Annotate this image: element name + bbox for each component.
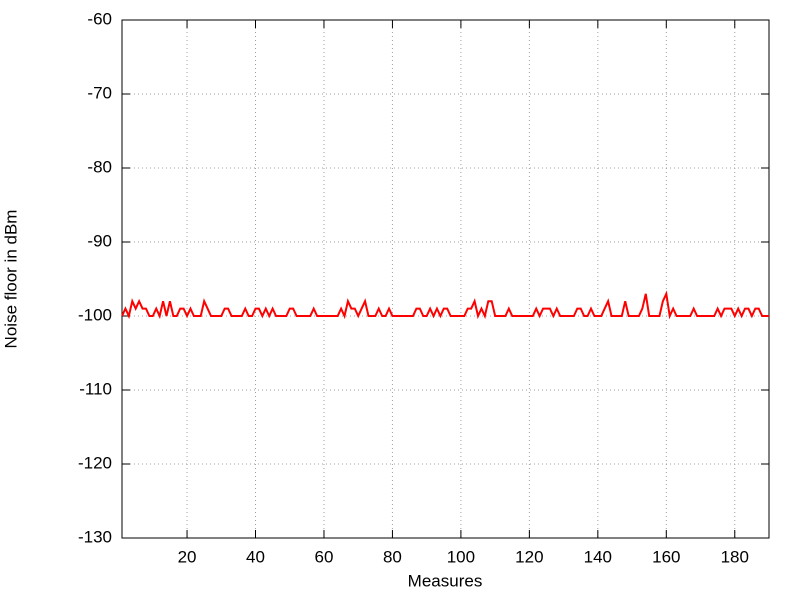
data-line <box>121 290 769 320</box>
x-tick-label: 160 <box>652 547 680 566</box>
x-tick-label: 140 <box>584 547 612 566</box>
x-tick-label: 60 <box>315 547 334 566</box>
x-tick-label: 180 <box>721 547 749 566</box>
x-tick-label: 40 <box>246 547 265 566</box>
x-tick-label: 120 <box>515 547 543 566</box>
y-tick-label: -60 <box>87 9 112 28</box>
y-tick-label: -90 <box>87 231 112 250</box>
y-tick-label: -120 <box>78 453 112 472</box>
y-tick-label: -130 <box>78 527 112 546</box>
y-tick-label: -70 <box>87 83 112 102</box>
y-axis-label: Noise floor in dBm <box>1 210 20 349</box>
y-tick-label: -80 <box>87 157 112 176</box>
x-tick-label: 80 <box>383 547 402 566</box>
plot-frame <box>121 19 770 539</box>
x-axis-label: Measures <box>408 571 483 590</box>
x-tick-label: 20 <box>178 547 197 566</box>
y-tick-label: -100 <box>78 305 112 324</box>
y-tick-label: -110 <box>79 379 112 398</box>
x-tick-label: 100 <box>447 547 475 566</box>
